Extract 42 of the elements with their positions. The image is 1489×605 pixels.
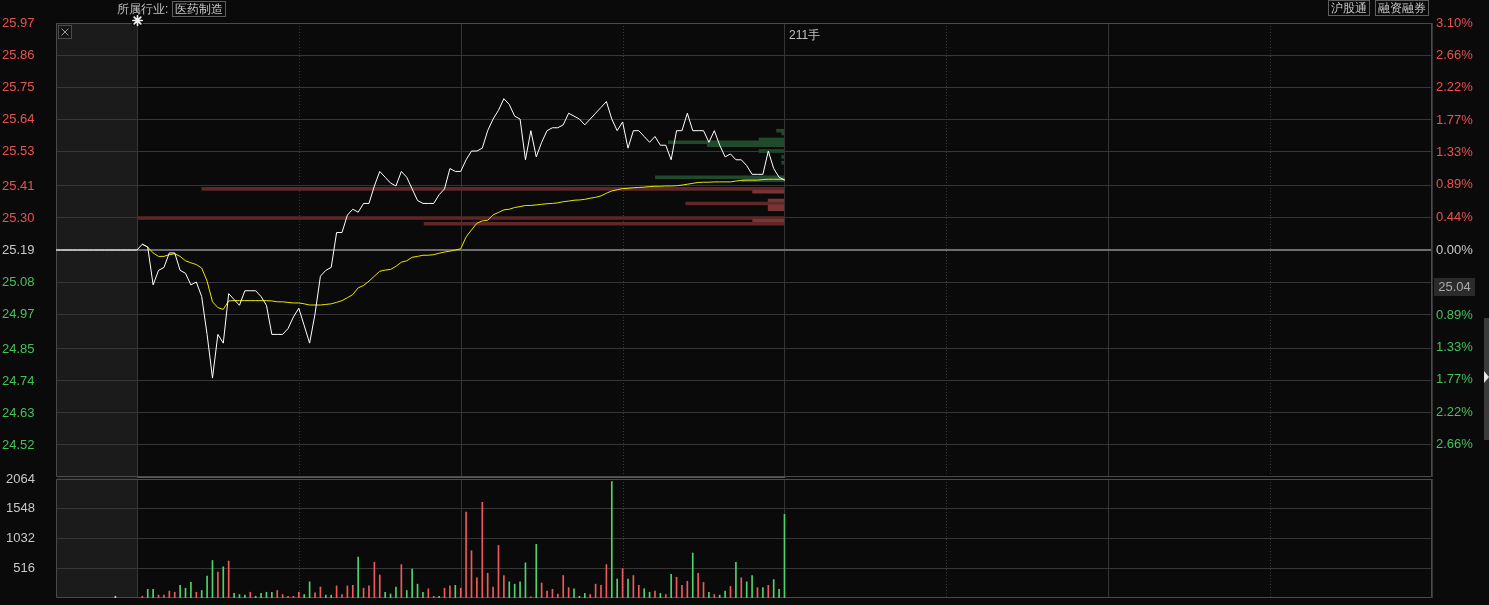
y-tick-label: 1032 bbox=[6, 530, 35, 546]
y-tick-label: 25.30 bbox=[2, 209, 35, 225]
y2-tick-label: 1.33% bbox=[1436, 144, 1474, 160]
bar bbox=[655, 175, 785, 180]
y2-tick-label: 0.44% bbox=[1436, 209, 1474, 225]
text: 25.04 bbox=[1434, 278, 1475, 296]
y-tick-label: 25.53 bbox=[2, 142, 35, 158]
y2-tick-label: 2.22% bbox=[1436, 404, 1474, 420]
y-tick-label: 25.86 bbox=[2, 46, 35, 62]
y2-tick-label: 1.33% bbox=[1436, 338, 1474, 354]
bar bbox=[752, 190, 785, 194]
y-tick-label: 25.08 bbox=[2, 273, 35, 289]
text: 沪股通 bbox=[1328, 0, 1370, 16]
y-tick-label: 25.64 bbox=[2, 110, 35, 126]
text: 融资融券 bbox=[1375, 0, 1429, 16]
bar bbox=[781, 155, 785, 159]
annotation: 211手 bbox=[789, 28, 821, 42]
y-tick-label: 24.85 bbox=[2, 340, 35, 356]
y-tick-label: 24.97 bbox=[2, 305, 35, 321]
y2-tick-label: 0.89% bbox=[1436, 176, 1474, 192]
y-tick-label: 2064 bbox=[6, 470, 35, 486]
y-tick-label: 25.41 bbox=[2, 177, 35, 193]
y-tick-label: 24.74 bbox=[2, 372, 35, 388]
y-tick-label: 24.63 bbox=[2, 404, 35, 420]
y-tick-label: 25.75 bbox=[2, 78, 35, 94]
y2-tick-label: 2.22% bbox=[1436, 79, 1474, 95]
y-tick-label: 25.19 bbox=[2, 241, 35, 257]
y2-tick-label: 3.10% bbox=[1436, 14, 1474, 30]
y-tick-label: 1548 bbox=[6, 500, 35, 516]
y2-tick-label: 0.89% bbox=[1436, 306, 1474, 322]
y-tick-label: 516 bbox=[13, 559, 35, 575]
y2-tick-label: 2.66% bbox=[1436, 436, 1474, 452]
bar bbox=[201, 187, 785, 191]
y2-tick-label: 2.66% bbox=[1436, 46, 1474, 62]
bar bbox=[423, 222, 785, 226]
text: 所属行业: bbox=[117, 2, 169, 16]
y-tick-label: 25.97 bbox=[2, 14, 35, 30]
y-tick-label: 24.52 bbox=[2, 436, 35, 452]
y2-tick-label: 0.00% bbox=[1436, 241, 1474, 257]
y2-tick-label: 1.77% bbox=[1436, 111, 1474, 127]
text: 医药制造 bbox=[172, 1, 226, 17]
y2-tick-label: 1.77% bbox=[1436, 371, 1474, 387]
